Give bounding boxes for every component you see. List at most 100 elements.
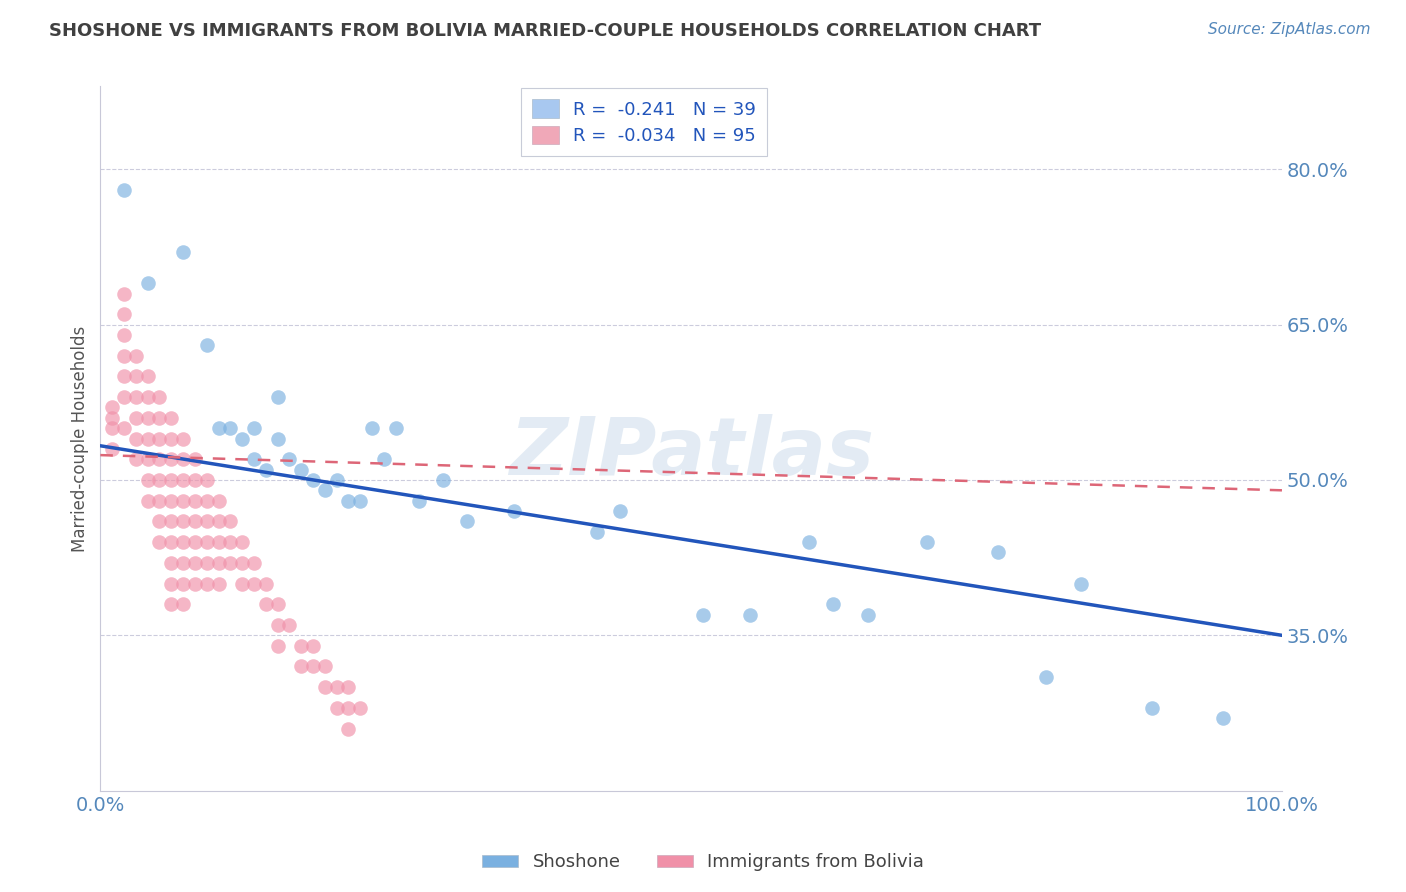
Point (112, 286, 135, 301)
Point (1070, 576, 1092, 591)
Point (101, 421, 124, 435)
Point (325, 680, 347, 694)
Point (160, 556, 183, 570)
Point (692, 607, 714, 622)
Point (1212, 711, 1234, 725)
Point (112, 328, 135, 343)
Point (290, 659, 312, 673)
Point (195, 535, 218, 549)
Point (160, 452, 183, 467)
Point (799, 535, 821, 549)
Point (243, 452, 266, 467)
Point (325, 473, 347, 487)
Point (172, 556, 194, 570)
Point (136, 390, 159, 404)
Point (408, 493, 430, 508)
Point (136, 276, 159, 290)
Point (112, 349, 135, 363)
Point (184, 493, 207, 508)
Point (101, 401, 124, 415)
Point (160, 410, 183, 425)
Point (243, 556, 266, 570)
Point (314, 483, 336, 498)
Point (125, 410, 148, 425)
Point (148, 432, 170, 446)
Point (195, 576, 218, 591)
Point (125, 432, 148, 446)
Point (917, 535, 939, 549)
Point (219, 556, 242, 570)
Point (184, 515, 207, 529)
Point (432, 473, 454, 487)
Point (160, 493, 183, 508)
Point (112, 183, 135, 197)
Point (101, 442, 124, 456)
Y-axis label: Married-couple Households: Married-couple Households (72, 326, 89, 551)
Point (172, 245, 194, 260)
Point (195, 338, 218, 352)
Point (160, 473, 183, 487)
Point (243, 421, 266, 435)
Point (349, 493, 371, 508)
Legend: R =  -0.241   N = 39, R =  -0.034   N = 95: R = -0.241 N = 39, R = -0.034 N = 95 (520, 88, 766, 156)
Point (219, 535, 242, 549)
Point (125, 390, 148, 404)
Point (585, 524, 607, 539)
Point (148, 410, 170, 425)
Point (160, 515, 183, 529)
Point (266, 639, 288, 653)
Point (254, 576, 277, 591)
Point (384, 421, 406, 435)
Point (325, 701, 347, 715)
Point (184, 556, 207, 570)
Point (207, 556, 229, 570)
Point (101, 410, 124, 425)
Point (172, 576, 194, 591)
Point (148, 390, 170, 404)
Point (172, 432, 194, 446)
Point (337, 722, 360, 736)
Point (172, 473, 194, 487)
Point (172, 515, 194, 529)
Point (219, 515, 242, 529)
Point (373, 452, 395, 467)
Point (125, 369, 148, 384)
Point (290, 462, 312, 476)
Point (148, 473, 170, 487)
Point (148, 452, 170, 467)
Point (136, 432, 159, 446)
Point (207, 535, 229, 549)
Point (112, 421, 135, 435)
Point (112, 390, 135, 404)
Point (195, 493, 218, 508)
Point (302, 639, 325, 653)
Point (112, 307, 135, 321)
Point (231, 535, 253, 549)
Point (172, 535, 194, 549)
Text: ZIPatlas: ZIPatlas (509, 414, 873, 491)
Point (266, 390, 288, 404)
Point (195, 556, 218, 570)
Point (302, 659, 325, 673)
Point (112, 369, 135, 384)
Point (136, 410, 159, 425)
Point (160, 535, 183, 549)
Text: SHOSHONE VS IMMIGRANTS FROM BOLIVIA MARRIED-COUPLE HOUSEHOLDS CORRELATION CHART: SHOSHONE VS IMMIGRANTS FROM BOLIVIA MARR… (49, 22, 1042, 40)
Point (740, 607, 762, 622)
Point (231, 576, 253, 591)
Point (148, 535, 170, 549)
Point (987, 545, 1010, 559)
Point (456, 515, 478, 529)
Point (207, 493, 229, 508)
Point (136, 369, 159, 384)
Point (290, 639, 312, 653)
Point (172, 597, 194, 611)
Text: Source: ZipAtlas.com: Source: ZipAtlas.com (1208, 22, 1371, 37)
Point (207, 515, 229, 529)
Point (254, 597, 277, 611)
Point (302, 473, 325, 487)
Point (278, 452, 301, 467)
Point (160, 597, 183, 611)
Point (136, 452, 159, 467)
Point (266, 597, 288, 611)
